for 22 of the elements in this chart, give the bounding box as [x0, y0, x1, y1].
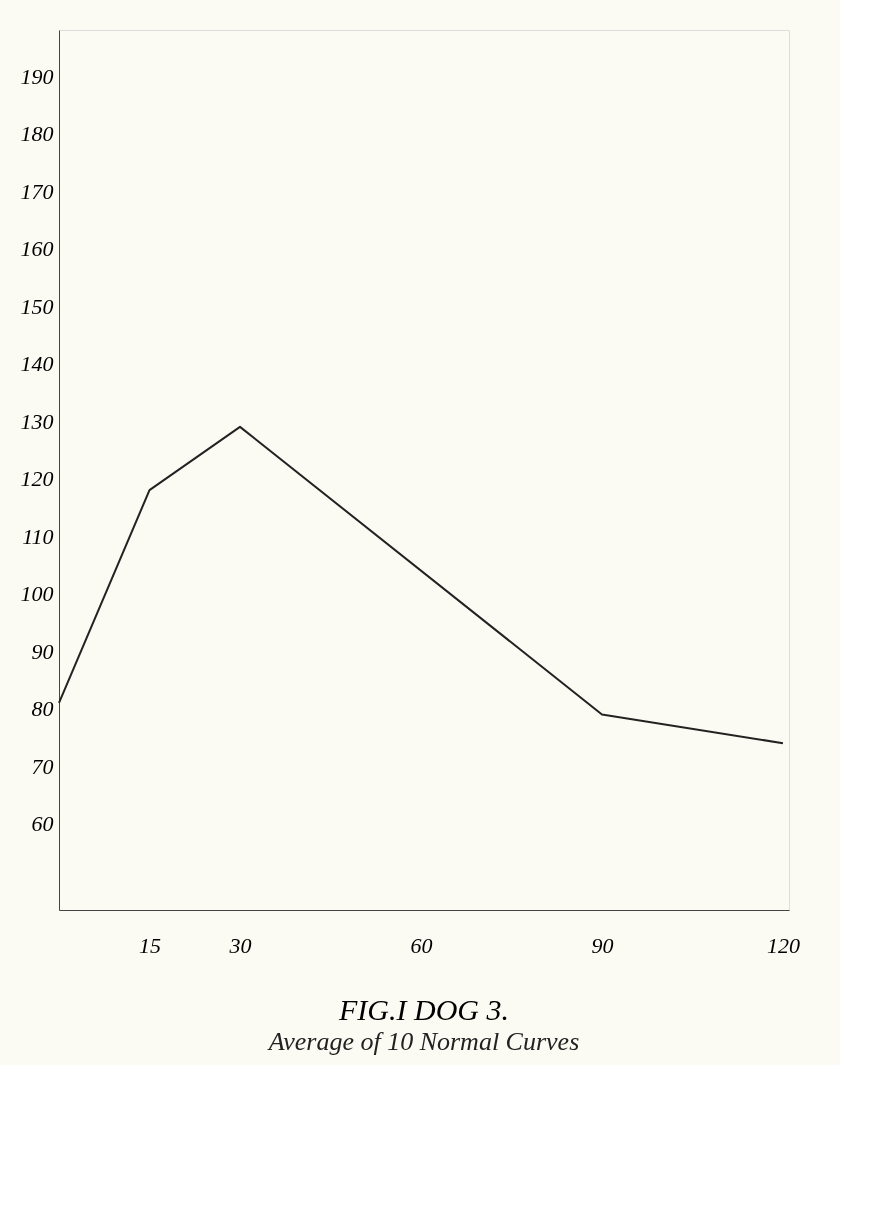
- y-tick-label: 70: [31, 753, 54, 779]
- x-tick-label: 30: [228, 932, 252, 958]
- y-tick-label: 150: [20, 293, 54, 319]
- y-tick-label: 170: [20, 178, 54, 204]
- x-tick-label: 120: [766, 932, 800, 958]
- text: Average of 10 Normal Curves: [266, 1027, 580, 1056]
- y-tick-label: 90: [31, 638, 54, 664]
- y-tick-label: 140: [20, 351, 54, 377]
- line-series: [58, 425, 784, 745]
- x-tick-label: 90: [591, 932, 614, 958]
- y-tick-label: 130: [20, 408, 54, 434]
- y-tick-label: 190: [20, 63, 54, 89]
- y-tick-label: 160: [20, 236, 54, 262]
- x-tick-label: 15: [139, 932, 161, 958]
- x-tick-label: 60: [410, 932, 433, 958]
- text: FIG.I DOG 3.: [338, 993, 509, 1026]
- y-tick-label: 120: [20, 466, 54, 492]
- y-tick-label: 80: [31, 696, 54, 722]
- y-tick-label: 100: [20, 581, 54, 607]
- y-tick-label: 110: [22, 523, 54, 549]
- y-tick-label: 60: [31, 811, 54, 837]
- y-tick-label: 180: [20, 121, 54, 147]
